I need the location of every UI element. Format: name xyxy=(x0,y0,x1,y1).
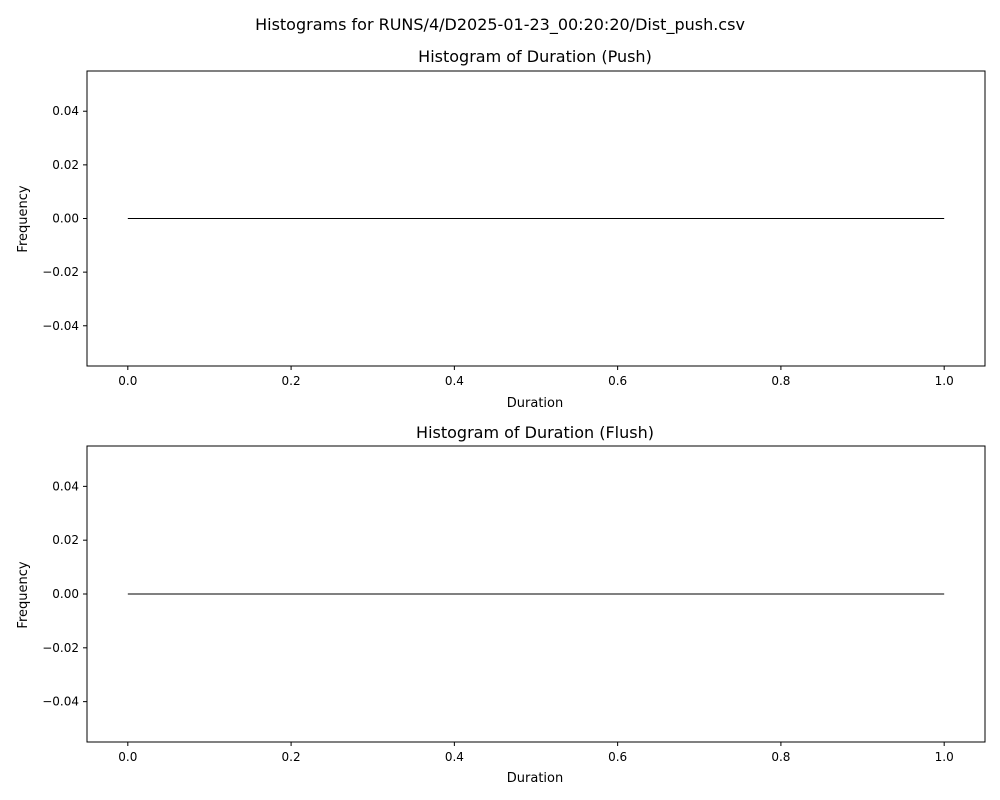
push-chart-title: Histogram of Duration (Push) xyxy=(418,47,652,66)
push-y-tick-label: 0.02 xyxy=(52,158,79,172)
flush-y-tick-label: 0.00 xyxy=(52,587,79,601)
push-y-tick-label: 0.00 xyxy=(52,212,79,226)
push-x-tick-label: 0.8 xyxy=(771,374,790,388)
flush-x-axis-label: Duration xyxy=(507,771,563,786)
flush-x-tick-label: 0.6 xyxy=(608,750,627,764)
flush-histogram-panel: Histogram of Duration (Flush) Duration F… xyxy=(16,423,986,786)
flush-x-tick-label: 0.8 xyxy=(771,750,790,764)
flush-y-axis-label: Frequency xyxy=(16,561,31,628)
push-y-tick-label: −0.04 xyxy=(42,319,79,333)
flush-y-tick-label: −0.02 xyxy=(42,641,79,655)
push-histogram-panel: Histogram of Duration (Push) Duration Fr… xyxy=(16,47,986,411)
push-y-axis-label: Frequency xyxy=(16,185,31,252)
figure-suptitle: Histograms for RUNS/4/D2025-01-23_00:20:… xyxy=(255,15,745,35)
flush-x-tick-label: 0.2 xyxy=(282,750,301,764)
flush-x-tick-label: 1.0 xyxy=(935,750,954,764)
push-x-tick-label: 0.6 xyxy=(608,374,627,388)
flush-y-tick-label: 0.04 xyxy=(52,479,79,493)
flush-x-tick-label: 0.0 xyxy=(118,750,137,764)
flush-y-tick-label: −0.04 xyxy=(42,695,79,709)
push-x-tick-label: 0.4 xyxy=(445,374,464,388)
flush-y-tick-label: 0.02 xyxy=(52,533,79,547)
flush-chart-title: Histogram of Duration (Flush) xyxy=(416,423,654,442)
push-x-tick-label: 0.0 xyxy=(118,374,137,388)
push-y-tick-label: −0.02 xyxy=(42,265,79,279)
push-x-tick-label: 1.0 xyxy=(935,374,954,388)
flush-x-tick-label: 0.4 xyxy=(445,750,464,764)
push-x-axis-label: Duration xyxy=(507,396,563,411)
push-x-tick-label: 0.2 xyxy=(282,374,301,388)
push-y-tick-label: 0.04 xyxy=(52,104,79,118)
